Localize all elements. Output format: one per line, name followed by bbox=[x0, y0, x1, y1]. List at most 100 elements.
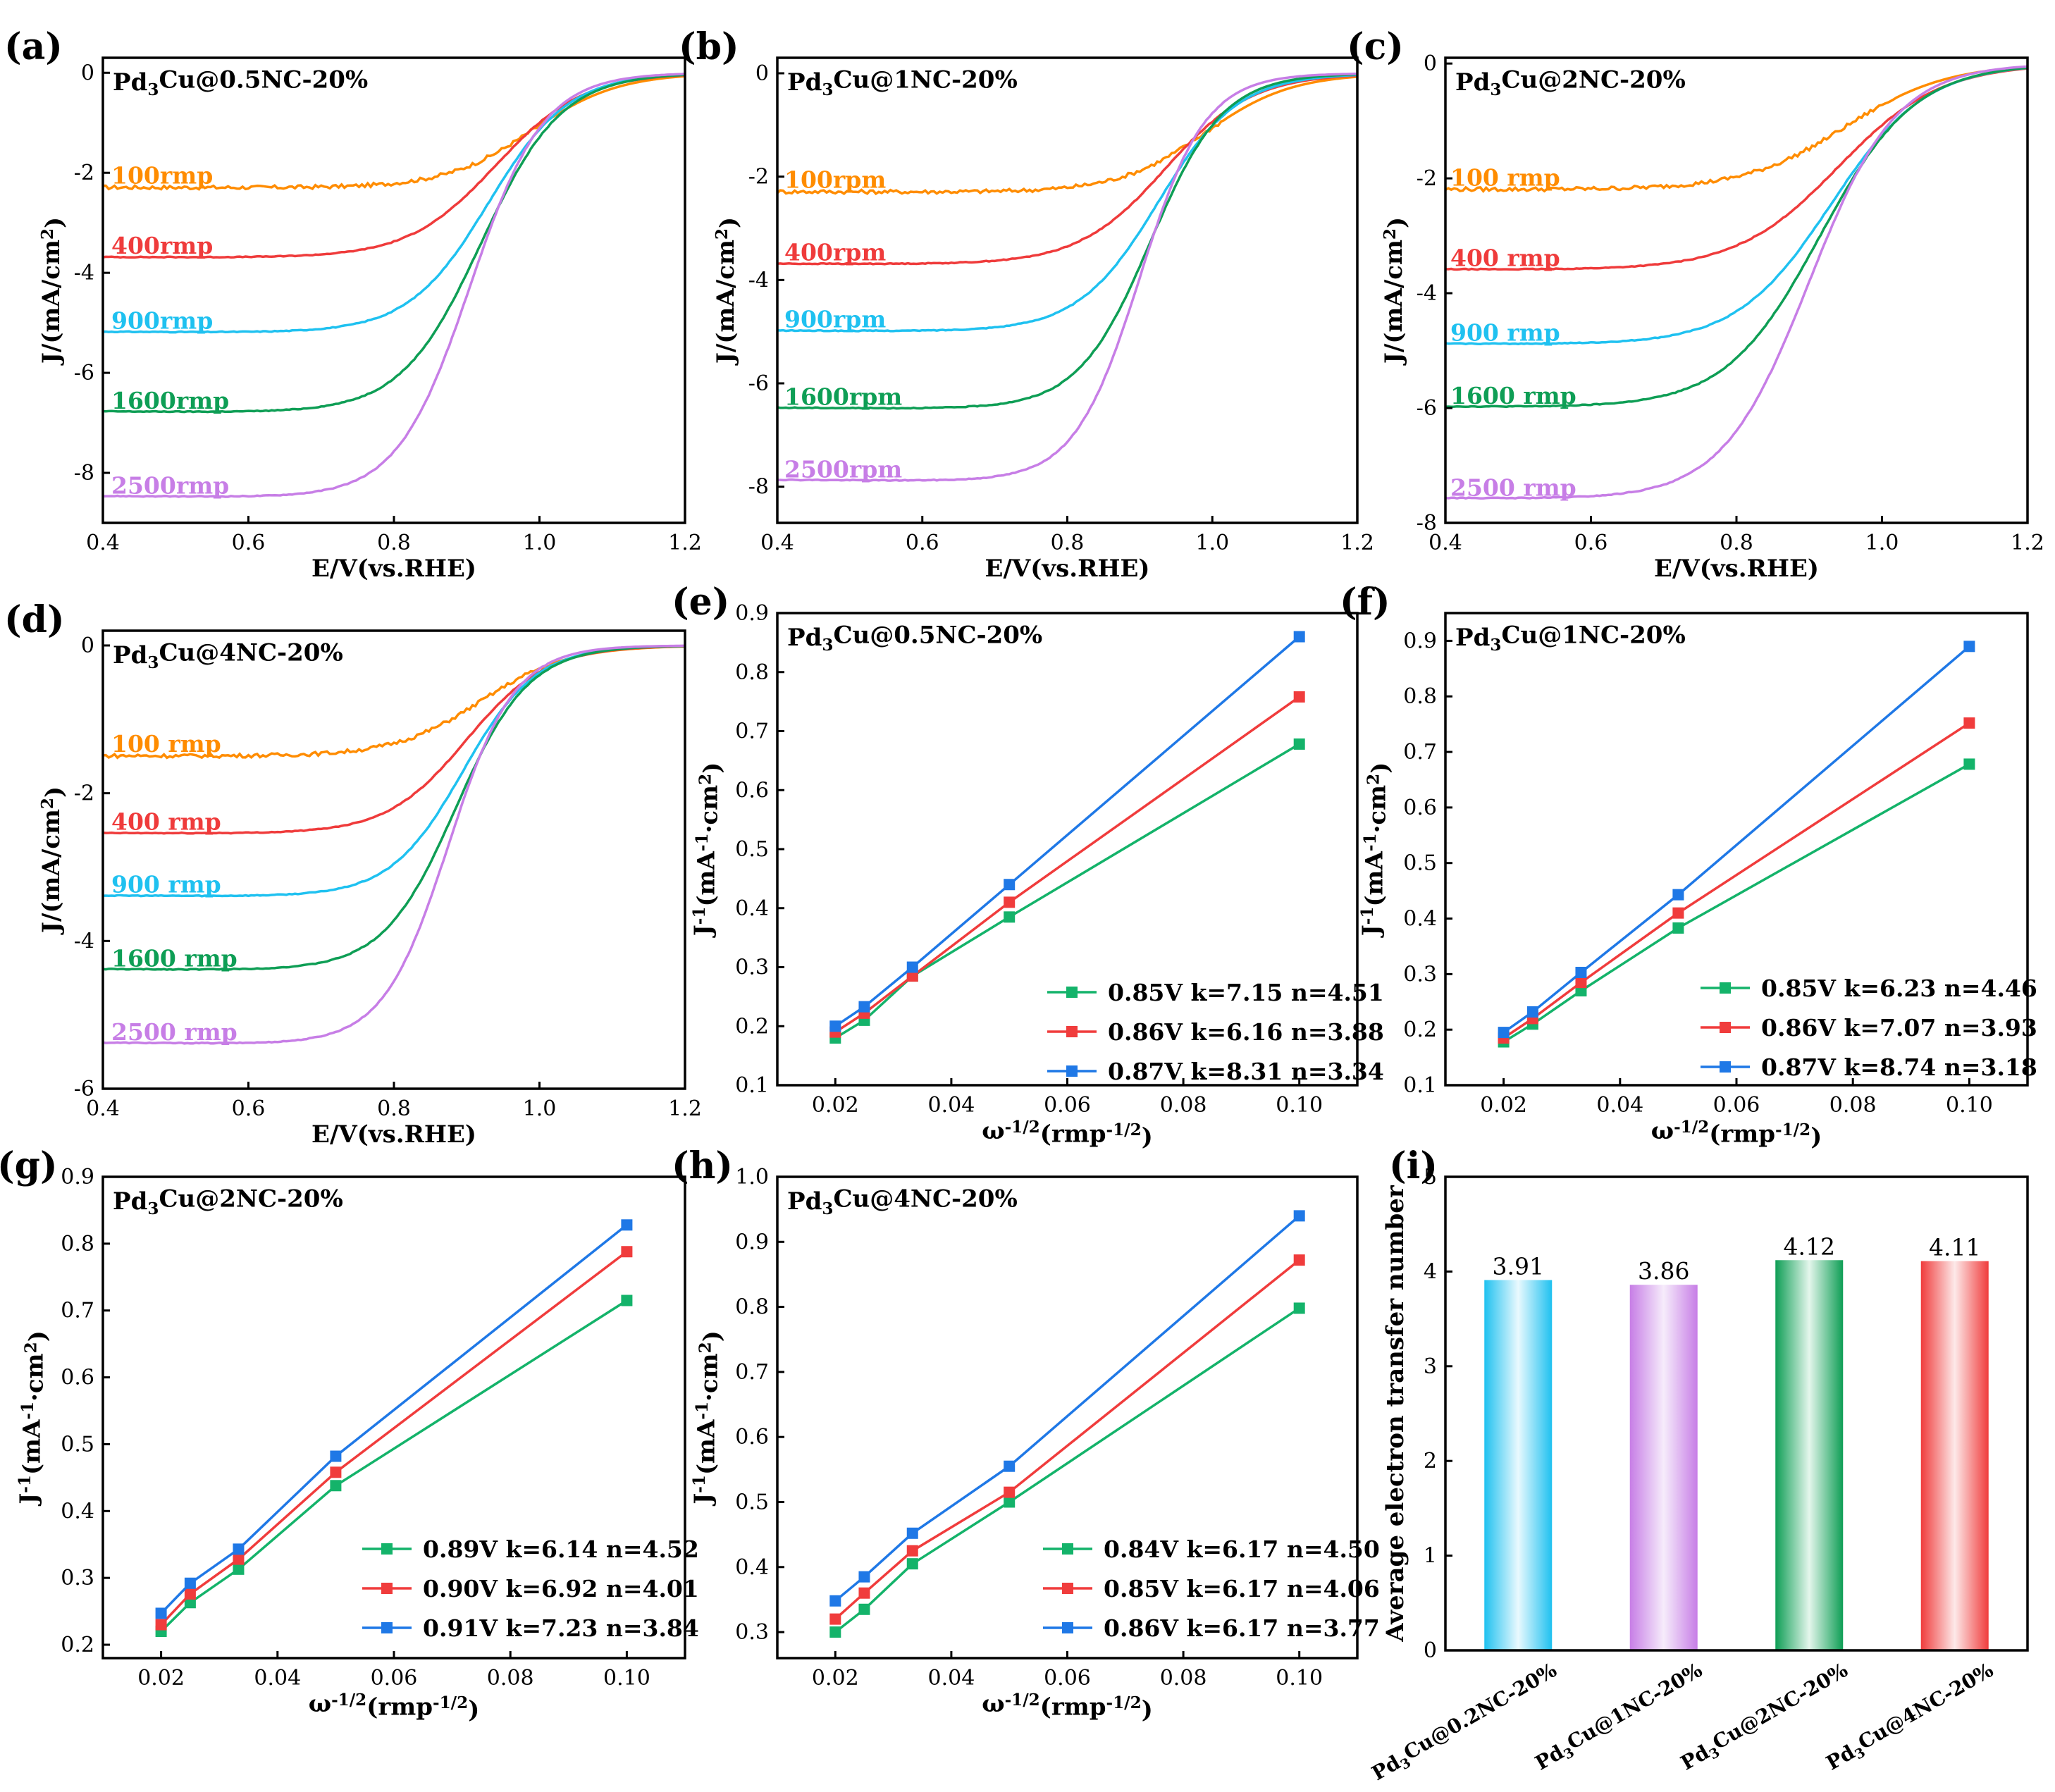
x-tick-label: 0.10 bbox=[603, 1666, 650, 1691]
kl-point bbox=[1963, 758, 1975, 770]
y-axis-label: J-1(mA-1·cm2) bbox=[689, 1330, 727, 1507]
x-tick-label: 0.08 bbox=[1160, 1093, 1207, 1118]
y-axis-label: J/(mA/cm2) bbox=[37, 217, 68, 366]
panel-i: 3.91Pd3Cu@0.2NC-20%3.86Pd3Cu@1NC-20%4.12… bbox=[1367, 1144, 2029, 1787]
lsv-curve bbox=[102, 75, 686, 191]
x-axis-label: ω-1/2(rmp-1/2) bbox=[309, 1690, 480, 1724]
x-tick-label: 0.4 bbox=[86, 1096, 120, 1121]
panel-a: 100rmp 400rmp 900rmp 1600rmp 2500rmp 0.4 0.6 0.… bbox=[4, 25, 702, 583]
kl-point bbox=[233, 1553, 245, 1565]
kl-point bbox=[1004, 896, 1016, 908]
kl-point bbox=[233, 1543, 245, 1555]
panel-letter: (c) bbox=[1347, 25, 1404, 68]
x-tick-label: 0.6 bbox=[232, 1096, 266, 1121]
curve-label: 2500 rmp bbox=[111, 1018, 237, 1046]
panel-letter: (g) bbox=[0, 1144, 58, 1187]
x-tick-label: 0.8 bbox=[1720, 531, 1753, 555]
legend-marker bbox=[1062, 1543, 1073, 1555]
y-tick-label: -6 bbox=[1417, 396, 1437, 421]
category-label: Pd3Cu@0.2NC-20% bbox=[1367, 1658, 1563, 1787]
kl-point bbox=[858, 1001, 870, 1013]
x-tick-label: 0.06 bbox=[1044, 1093, 1091, 1118]
kl-point bbox=[233, 1563, 245, 1575]
kl-point bbox=[155, 1607, 167, 1619]
x-tick-label: 0.04 bbox=[928, 1666, 975, 1691]
curve-label: 100rpm bbox=[784, 166, 886, 194]
y-tick-label: 0.8 bbox=[735, 1295, 769, 1320]
kl-point bbox=[330, 1466, 342, 1478]
bar-value-label: 3.91 bbox=[1493, 1252, 1544, 1280]
x-tick-label: 0.04 bbox=[254, 1666, 301, 1691]
y-tick-label: 1.0 bbox=[735, 1165, 769, 1189]
y-tick-label: 0 bbox=[81, 61, 94, 85]
y-tick-label: -2 bbox=[748, 165, 769, 190]
y-tick-label: 0.9 bbox=[735, 601, 769, 626]
y-axis-label: J/(mA/cm2) bbox=[712, 217, 743, 366]
x-tick-label: 0.10 bbox=[1946, 1093, 1993, 1118]
kl-point bbox=[184, 1588, 196, 1600]
curve-label: 100 rmp bbox=[111, 730, 221, 758]
panel-letter: (e) bbox=[672, 581, 729, 624]
x-tick-label: 0.8 bbox=[1051, 531, 1085, 555]
lsv-curve bbox=[102, 644, 685, 1045]
kl-point bbox=[184, 1577, 196, 1589]
x-tick-label: 1.2 bbox=[2011, 531, 2044, 555]
legend-marker bbox=[1720, 1061, 1731, 1073]
kl-point bbox=[906, 1527, 918, 1539]
x-tick-label: 0.02 bbox=[812, 1666, 859, 1691]
y-tick-label: -4 bbox=[74, 929, 94, 953]
panel-title: Pd3Cu@2NC-20% bbox=[113, 1185, 343, 1218]
legend-label: 0.85V k=6.17 n=4.06 bbox=[1104, 1575, 1380, 1602]
y-axis-label: J/(mA/cm2) bbox=[37, 786, 68, 935]
legend-marker bbox=[381, 1543, 393, 1555]
kl-point bbox=[1963, 717, 1975, 729]
curve-label: 900 rmp bbox=[1450, 319, 1560, 346]
panel-title: Pd3Cu@0.5NC-20% bbox=[113, 66, 368, 99]
curve-label: 2500rmp bbox=[111, 472, 229, 500]
kl-point bbox=[1526, 1006, 1538, 1018]
x-tick-label: 1.2 bbox=[1340, 531, 1374, 555]
kl-point bbox=[1672, 907, 1684, 919]
lsv-curve bbox=[776, 75, 1358, 196]
legend-marker bbox=[381, 1583, 393, 1594]
y-tick-label: 0.5 bbox=[735, 1490, 769, 1514]
y-axis-label: J/(mA/cm2) bbox=[1380, 217, 1411, 366]
x-tick-label: 1.2 bbox=[668, 1096, 702, 1121]
kl-point bbox=[621, 1219, 633, 1231]
kl-point bbox=[1672, 922, 1684, 934]
y-axis-label: J-1(mA-1·cm2) bbox=[1357, 762, 1395, 939]
kl-point bbox=[829, 1020, 841, 1032]
y-tick-label: 0 bbox=[1424, 1638, 1437, 1663]
curve-label: 1600rpm bbox=[784, 383, 902, 411]
kl-point bbox=[1498, 1027, 1510, 1039]
y-axis-label: J-1(mA-1·cm2) bbox=[689, 762, 727, 939]
y-tick-label: -6 bbox=[74, 361, 94, 385]
legend-label: 0.90V k=6.92 n=4.01 bbox=[423, 1575, 699, 1602]
y-tick-label: 0.7 bbox=[1403, 740, 1437, 765]
x-axis-label: E/V(vs.RHE) bbox=[311, 555, 476, 583]
x-tick-label: 1.0 bbox=[1865, 531, 1899, 555]
y-tick-label: 0.8 bbox=[61, 1232, 94, 1256]
y-tick-label: 0.9 bbox=[735, 1230, 769, 1254]
kl-point bbox=[829, 1595, 841, 1607]
kl-point bbox=[330, 1450, 342, 1462]
panel-e: 0.85V k=7.15 n=4.51 0.86V k=6.16 n=3.88 0.… bbox=[672, 581, 1384, 1151]
x-tick-label: 0.06 bbox=[371, 1666, 418, 1691]
kl-point bbox=[906, 1558, 918, 1570]
kl-point bbox=[184, 1597, 196, 1609]
kl-point bbox=[1293, 1302, 1305, 1314]
x-tick-label: 0.08 bbox=[1160, 1666, 1207, 1691]
y-tick-label: 0.3 bbox=[1403, 962, 1437, 987]
x-axis-label: E/V(vs.RHE) bbox=[1654, 555, 1819, 583]
kl-point bbox=[1293, 691, 1305, 703]
y-tick-label: 0.6 bbox=[61, 1366, 94, 1390]
x-axis-label: E/V(vs.RHE) bbox=[311, 1120, 476, 1149]
kl-point bbox=[1293, 738, 1305, 750]
curve-label: 2500 rmp bbox=[1450, 474, 1576, 501]
y-tick-label: 0.6 bbox=[735, 1425, 769, 1450]
x-tick-label: 0.02 bbox=[137, 1666, 185, 1691]
plot-frame bbox=[1444, 1175, 2029, 1652]
curve-label: 100rmp bbox=[111, 162, 213, 190]
kl-line bbox=[160, 1250, 628, 1626]
legend-label: 0.84V k=6.17 n=4.50 bbox=[1104, 1535, 1380, 1563]
